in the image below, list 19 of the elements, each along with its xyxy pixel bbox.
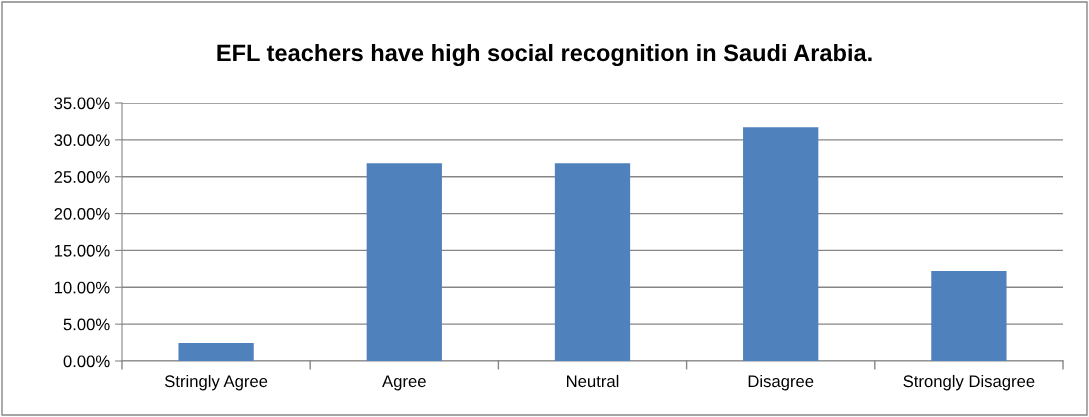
y-tick-label: 0.00% [63,355,110,368]
x-tick-label: Neutral [567,374,619,388]
bar [931,271,1007,361]
y-tick-label: 20.00% [54,207,110,220]
bar [366,163,442,361]
y-tick-label: 30.00% [54,134,110,147]
x-tick-label: Agree [382,375,426,391]
x-tick-label: Strongly Disagree [903,374,1035,391]
x-tick-label: Stringly Agree [164,374,268,391]
bar [743,127,819,361]
chart-title: EFL teachers have high social recognition in Saudi Arabia. [217,43,872,67]
y-tick-label: 25.00% [54,171,110,183]
y-tick-label: 35.00% [54,97,110,110]
y-tick-label: 5.00% [63,318,110,331]
y-tick-label: 15.00% [54,244,110,257]
x-tick-label: Disagree [748,374,814,391]
y-tick-label: 10.00% [54,281,110,294]
bar [178,343,254,361]
bar [554,163,631,361]
